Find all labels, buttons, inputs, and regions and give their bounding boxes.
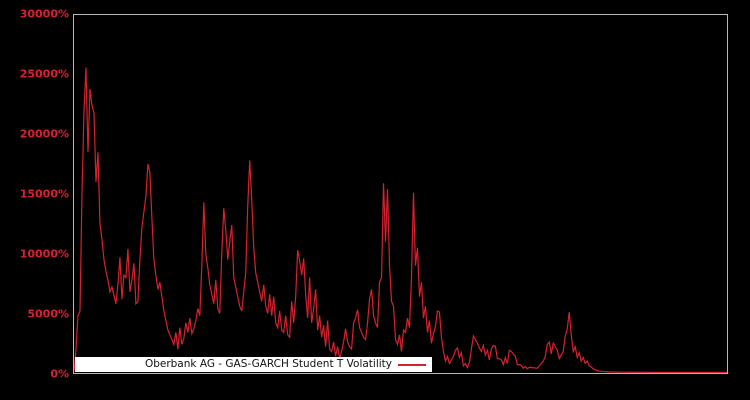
y-tick-label: 15000% <box>19 187 69 201</box>
legend-label: Oberbank AG - GAS-GARCH Student T Volati… <box>144 358 392 370</box>
y-tick-label: 30000% <box>19 7 69 21</box>
y-tick-label: 20000% <box>19 127 69 141</box>
y-tick-label: 10000% <box>19 247 69 261</box>
y-tick-label: 0% <box>50 367 69 381</box>
volatility-line <box>74 67 727 373</box>
plot-area <box>73 14 728 374</box>
y-tick-label: 5000% <box>27 307 69 321</box>
legend: Oberbank AG - GAS-GARCH Student T Volati… <box>75 357 432 372</box>
legend-line-sample-icon <box>398 363 426 366</box>
chart-canvas <box>74 67 727 373</box>
y-tick-label: 25000% <box>19 67 69 81</box>
